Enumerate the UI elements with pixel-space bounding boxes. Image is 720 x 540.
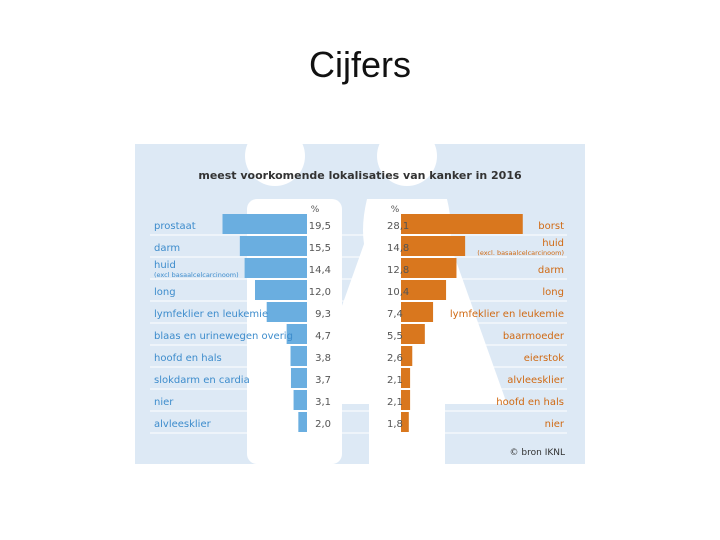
women-bar bbox=[401, 280, 447, 300]
women-label: borst bbox=[538, 221, 564, 232]
source-label: © bron IKNL bbox=[510, 448, 565, 458]
women-value: 2,6 bbox=[387, 353, 403, 364]
women-bar bbox=[401, 258, 457, 278]
women-label: lymfeklier en leukemie bbox=[450, 309, 564, 320]
men-value: 2,0 bbox=[315, 419, 331, 430]
men-label: nier bbox=[154, 397, 174, 408]
men-label: alvleesklier bbox=[154, 419, 212, 430]
chart-title: meest voorkomende lokalisaties van kanke… bbox=[198, 169, 522, 182]
women-value: 1,8 bbox=[387, 419, 403, 430]
women-bar bbox=[401, 412, 409, 432]
men-bar bbox=[222, 214, 307, 234]
women-value: 28,1 bbox=[387, 221, 409, 232]
men-bar bbox=[290, 368, 307, 388]
men-bar bbox=[244, 258, 307, 278]
men-value: 19,5 bbox=[309, 221, 331, 232]
unit-label-women: % bbox=[391, 205, 400, 215]
men-label: prostaat bbox=[154, 221, 196, 232]
men-value: 15,5 bbox=[309, 243, 331, 254]
women-value: 2,1 bbox=[387, 375, 403, 386]
women-label: baarmoeder bbox=[503, 331, 565, 342]
women-bar bbox=[401, 346, 413, 366]
men-value: 3,1 bbox=[315, 397, 331, 408]
men-sublabel: (excl basaalcelcarcinoom) bbox=[154, 271, 239, 279]
women-bar bbox=[401, 368, 411, 388]
women-label: darm bbox=[538, 265, 564, 276]
men-bar bbox=[298, 412, 307, 432]
women-label: alvleesklier bbox=[507, 375, 565, 386]
chart-svg: meest voorkomende lokalisaties van kanke… bbox=[135, 144, 585, 464]
men-bar bbox=[286, 324, 307, 344]
men-value: 9,3 bbox=[315, 309, 331, 320]
men-label: darm bbox=[154, 243, 180, 254]
women-bar bbox=[401, 324, 425, 344]
women-value: 14,8 bbox=[387, 243, 409, 254]
women-label: huid bbox=[542, 238, 564, 249]
slide-title: Cijfers bbox=[308, 44, 411, 85]
women-bar bbox=[401, 390, 411, 410]
women-value: 10,4 bbox=[387, 287, 409, 298]
women-label: eierstok bbox=[524, 353, 564, 364]
men-bar bbox=[266, 302, 307, 322]
men-label: huid bbox=[154, 260, 176, 271]
men-value: 4,7 bbox=[315, 331, 331, 342]
women-value: 2,1 bbox=[387, 397, 403, 408]
men-label: hoofd en hals bbox=[154, 353, 222, 364]
men-value: 3,8 bbox=[315, 353, 331, 364]
women-bar bbox=[401, 236, 466, 256]
men-label: lymfeklier en leukemie bbox=[154, 309, 268, 320]
men-value: 12,0 bbox=[309, 287, 331, 298]
men-label: long bbox=[154, 287, 176, 298]
women-sublabel: (excl. basaalcelcarcinoom) bbox=[477, 249, 564, 257]
men-label: blaas en urinewegen overig bbox=[154, 331, 293, 342]
men-value: 14,4 bbox=[309, 265, 331, 276]
women-bar bbox=[401, 214, 523, 234]
women-value: 5,5 bbox=[387, 331, 403, 342]
women-label: nier bbox=[545, 419, 565, 430]
men-bar bbox=[255, 280, 307, 300]
women-bar bbox=[401, 302, 434, 322]
women-label: long bbox=[542, 287, 564, 298]
men-bar bbox=[290, 346, 307, 366]
women-label: hoofd en hals bbox=[496, 397, 564, 408]
men-bar bbox=[293, 390, 307, 410]
men-bar bbox=[239, 236, 307, 256]
men-value: 3,7 bbox=[315, 375, 331, 386]
men-label: slokdarm en cardia bbox=[154, 375, 250, 386]
women-value: 7,4 bbox=[387, 309, 403, 320]
women-value: 12,8 bbox=[387, 265, 409, 276]
unit-label-men: % bbox=[311, 205, 320, 215]
cancer-chart: meest voorkomende lokalisaties van kanke… bbox=[135, 144, 585, 464]
